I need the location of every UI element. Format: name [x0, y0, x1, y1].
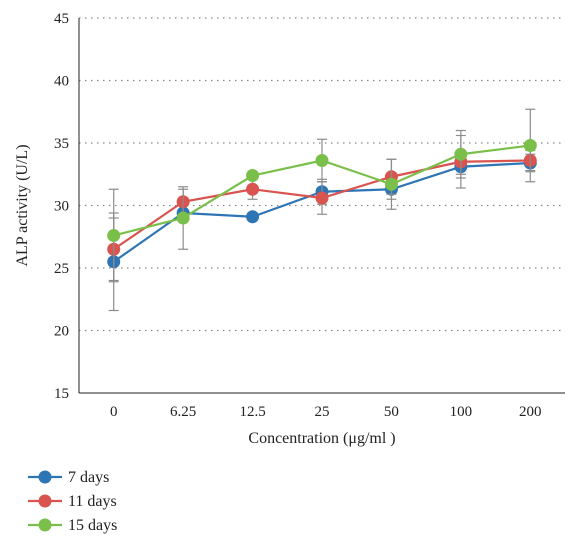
- y-tick-label: 20: [54, 324, 69, 340]
- data-point: [246, 169, 260, 182]
- legend-label: 7 days: [68, 469, 109, 486]
- legend-swatch-marker: [38, 470, 52, 484]
- x-axis-ticks: 0 6.25 12.5 25 50 100 200: [110, 404, 542, 420]
- x-axis-title: Concentration (μg/ml ): [248, 430, 395, 447]
- y-tick-label: 40: [54, 74, 69, 90]
- legend-item: 15 days: [28, 517, 117, 534]
- data-point: [454, 147, 468, 161]
- y-tick-label: 15: [54, 386, 69, 402]
- data-point: [107, 229, 121, 242]
- legend-swatch-marker: [38, 518, 52, 532]
- legend-item: 7 days: [28, 469, 109, 486]
- data-point: [246, 210, 260, 224]
- data-point: [246, 182, 260, 196]
- x-tick-label: 50: [384, 404, 399, 420]
- y-tick-label: 25: [54, 261, 69, 277]
- legend-label: 15 days: [68, 517, 117, 534]
- data-point: [315, 191, 329, 205]
- series-15-days: [107, 108, 537, 283]
- y-axis-title: ALP activity (U/L): [14, 144, 31, 266]
- data-point: [523, 139, 537, 152]
- data-point: [176, 211, 190, 225]
- x-tick-label: 0: [110, 404, 118, 420]
- legend-item: 11 days: [28, 493, 117, 510]
- x-tick-label: 6.25: [170, 404, 196, 420]
- y-tick-label: 30: [54, 199, 69, 215]
- x-tick-label: 25: [315, 404, 330, 420]
- y-tick-label: 45: [54, 11, 69, 27]
- y-axis-ticks: 15 20 25 30 35 40 45: [54, 11, 69, 402]
- x-tick-label: 100: [450, 404, 473, 420]
- series-group: [107, 108, 537, 312]
- legend-swatch-marker: [38, 494, 52, 508]
- data-point: [384, 177, 398, 191]
- legend: 7 days 11 days 15 days: [28, 469, 117, 534]
- legend-label: 11 days: [68, 493, 117, 510]
- x-tick-label: 12.5: [239, 404, 265, 420]
- data-point: [315, 154, 329, 167]
- x-tick-label: 200: [519, 404, 542, 420]
- y-tick-label: 35: [54, 136, 69, 152]
